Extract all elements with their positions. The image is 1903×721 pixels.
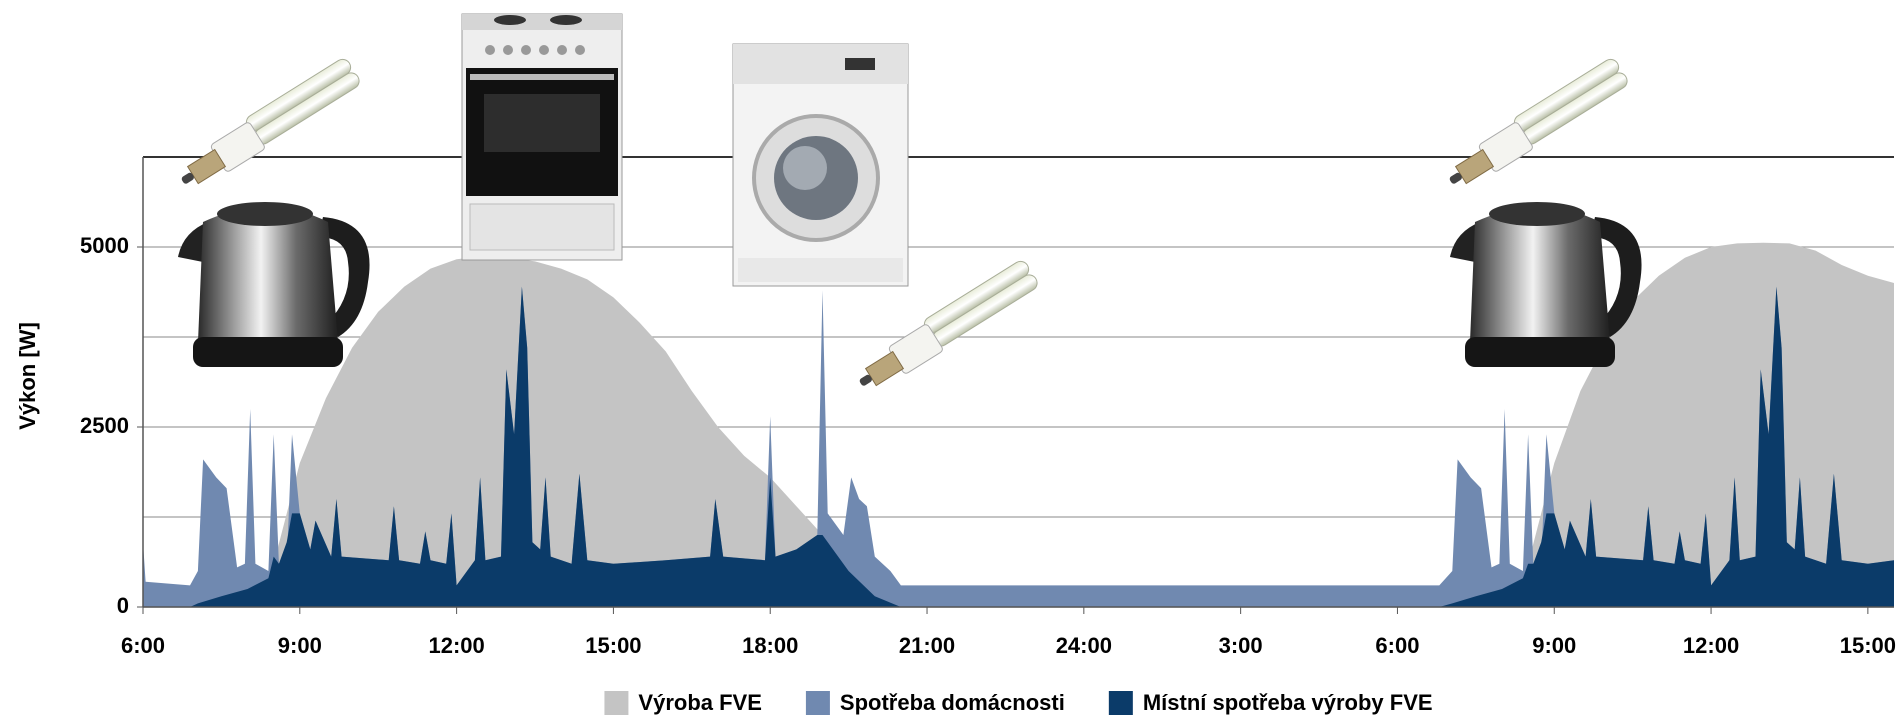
legend-swatch: [1108, 691, 1133, 715]
x-tick-label: 15:00: [1840, 633, 1896, 658]
legend-swatch: [604, 691, 629, 715]
x-tick-label: 3:00: [1219, 633, 1263, 658]
y-tick-label: 2500: [80, 413, 129, 438]
x-tick-label: 12:00: [1683, 633, 1739, 658]
bulb-image: [1439, 55, 1633, 196]
kettle-image: [1450, 202, 1642, 367]
x-tick-label: 12:00: [428, 633, 484, 658]
y-tick-label: 0: [117, 593, 129, 618]
appliance-images: [171, 13, 1642, 398]
stove-image: [461, 13, 623, 261]
x-tick-label: 24:00: [1056, 633, 1112, 658]
legend-label: Výroba FVE: [638, 690, 761, 715]
x-tick-label: 6:00: [121, 633, 165, 658]
x-tick-label: 9:00: [278, 633, 322, 658]
bulb-image: [171, 55, 365, 196]
x-tick-label: 6:00: [1375, 633, 1419, 658]
x-tick-label: 21:00: [899, 633, 955, 658]
x-tick-label: 9:00: [1532, 633, 1576, 658]
kettle-image: [178, 202, 370, 367]
washing-machine-image: [732, 43, 909, 287]
area: [143, 286, 1894, 607]
legend-label: Místní spotřeba výroby FVE: [1143, 690, 1433, 715]
legend-label: Spotřeba domácnosti: [840, 690, 1065, 715]
y-tick-label: 5000: [80, 233, 129, 258]
y-axis-label: Výkon [W]: [15, 322, 40, 430]
x-tick-label: 18:00: [742, 633, 798, 658]
x-tick-label: 15:00: [585, 633, 641, 658]
legend-swatch: [805, 691, 830, 715]
